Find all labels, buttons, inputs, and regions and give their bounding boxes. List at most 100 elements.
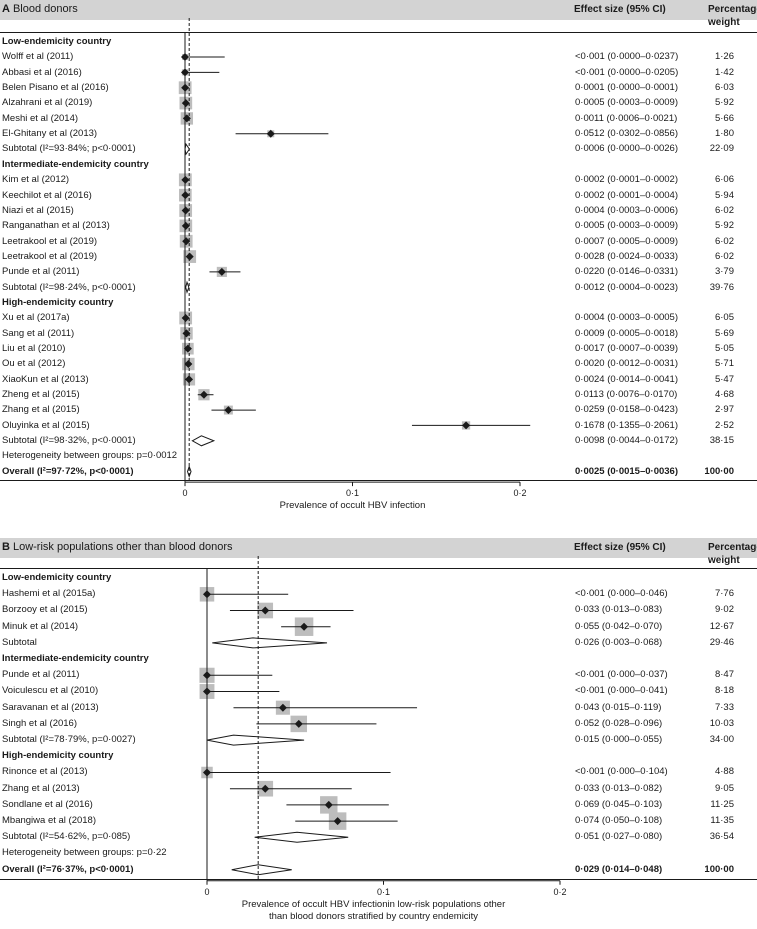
group-heading: Intermediate-endemicity country <box>0 651 757 666</box>
x-tick-label: 0·2 <box>553 887 566 897</box>
row-label: Borzooy et al (2015) <box>2 604 88 616</box>
subtotal-diamond <box>254 831 349 843</box>
effect-size-value: 0·052 (0·028–0·096) <box>575 717 663 729</box>
study-mark-minuk-et-al-2014 <box>281 617 331 636</box>
panel-letter: A <box>2 3 10 15</box>
panel-title: A Blood donors <box>2 3 78 15</box>
panel-letter: B <box>2 541 10 553</box>
study-row: Niazi et al (2015) 0·0004 (0·0003–0·0006)… <box>0 203 757 218</box>
point-estimate <box>185 252 194 261</box>
effect-size-value: 0·0004 (0·0003–0·0005) <box>575 312 678 324</box>
study-row: Rinonce et al (2013) <0·001 (0·000–0·104)… <box>0 764 757 779</box>
effect-size-value: 0·0011 (0·0006–0·0021) <box>575 112 678 124</box>
point-estimate <box>294 719 303 728</box>
row-label: Intermediate-endemicity country <box>2 653 149 664</box>
row-label: Ranganathan et al (2013) <box>2 220 110 232</box>
study-mark-sang-et-al-2011 <box>180 327 193 340</box>
weight-value: 6·06 <box>714 174 734 186</box>
forest-plot: 0 0·1 0·2 Prevalence of occult HBV infectio… <box>199 556 567 922</box>
point-estimate <box>181 221 190 230</box>
group-heading: Intermediate-endemicity country <box>0 157 757 172</box>
subtotal-diamond <box>185 280 190 294</box>
subtotal-row: Subtotal (I²=98·32%, p<0·0001) 0·0098 (0·… <box>0 433 757 448</box>
weight-value: 5·92 <box>714 220 734 232</box>
row-label: Zhang et al (2015) <box>2 404 80 416</box>
effect-size-header: Effect size (95% CI) <box>574 542 666 553</box>
weight-header-line1: Percentage <box>708 542 757 553</box>
row-label: Subtotal (I²=98·24%, p<0·0001) <box>2 281 136 293</box>
weight-value: 7·76 <box>714 588 734 600</box>
header-rule <box>0 568 757 569</box>
x-tick-label: 0 <box>204 887 209 897</box>
point-estimate <box>181 99 190 108</box>
row-label: High-endemicity country <box>2 296 114 308</box>
subtotal-row: Subtotal (I²=78·79%, p=0·0027) 0·015 (0·0… <box>0 732 757 747</box>
study-mark-xu-et-al-2017a <box>179 311 193 325</box>
row-label: Leetrakool et al (2019) <box>2 235 98 247</box>
study-row: Keechilot et al (2016) 0·0002 (0·0001–0·0… <box>0 188 757 203</box>
study-mark-rinonce-et-al-2013 <box>201 766 391 779</box>
weight-value: 8·18 <box>714 685 734 697</box>
study-row: Voiculescu et al (2010) <0·001 (0·000–0·0… <box>0 683 757 698</box>
study-mark-abbasi-et-al-2016 <box>181 68 220 77</box>
study-mark-ranganathan-et-al-2013 <box>179 219 193 233</box>
study-row: Mbangiwa et al (2018) 0·074 (0·050–0·108)… <box>0 813 757 828</box>
study-mark-alzahrani-et-al-2019 <box>179 96 193 110</box>
panel-title-text: Blood donors <box>12 3 78 15</box>
weight-value: 6·02 <box>714 204 734 216</box>
study-mark-sondlane-et-al-2016 <box>286 796 389 814</box>
row-label: Belen Pisano et al (2016) <box>2 82 109 94</box>
row-label: Overall (I²=76·37%, p<0·0001) <box>2 863 134 875</box>
point-estimate <box>261 784 270 793</box>
study-row: Borzooy et al (2015) 0·033 (0·013–0·083) 9… <box>0 602 757 617</box>
point-estimate <box>224 406 233 415</box>
effect-size-value: 0·0220 (0·0146–0·0331) <box>575 266 678 278</box>
study-row: Ou et al (2012) 0·0020 (0·0012–0·0031) 5·7… <box>0 356 757 371</box>
overall-diamond <box>231 864 292 876</box>
header-rule <box>0 32 757 33</box>
weight-value: 5·05 <box>714 343 734 354</box>
effect-size-value: 0·0005 (0·0003–0·0009) <box>575 220 678 232</box>
study-mark-punde-et-al-2011 <box>209 266 241 277</box>
row-label: Oluyinka et al (2015) <box>2 419 90 431</box>
row-label: Punde et al (2011) <box>2 266 80 278</box>
point-estimate <box>181 313 190 322</box>
group-heading: Low-endemicity country <box>0 34 757 49</box>
x-axis-label: Prevalence of occult HBV infection <box>280 500 426 511</box>
x-tick-label: 0·1 <box>377 887 390 897</box>
point-estimate <box>333 817 342 826</box>
point-estimate <box>278 703 287 712</box>
study-mark-singh-et-al-2016 <box>256 715 377 733</box>
study-mark-ou-et-al-2012 <box>182 357 195 371</box>
effect-size-value: 0·033 (0·013–0·082) <box>575 782 663 794</box>
effect-size-value: 0·0028 (0·0024–0·0033) <box>575 250 678 262</box>
panel-header-bar <box>0 538 757 558</box>
effect-size-value: 0·015 (0·000–0·055) <box>575 734 663 745</box>
weight-value: 6·02 <box>714 250 734 262</box>
note-row: Heterogeneity between groups: p=0·22 <box>0 845 757 860</box>
study-mark-leetrakool-et-al-2019 <box>179 234 193 248</box>
point-estimate <box>266 129 275 138</box>
row-label: Subtotal <box>2 636 37 648</box>
study-mark-zhang-et-al-2013 <box>229 780 352 797</box>
effect-size-value: 0·033 (0·013–0·083) <box>575 604 663 616</box>
study-mark-oluyinka-et-al-2015 <box>411 421 531 430</box>
effect-size-value: 0·055 (0·042–0·070) <box>575 620 663 632</box>
effect-size-value: 0·0017 (0·0007–0·0039) <box>575 343 678 354</box>
point-estimate <box>182 237 191 246</box>
subtotal-row: Subtotal (I²=54·62%, p=0·085) 0·051 (0·02… <box>0 829 757 844</box>
row-label: Niazi et al (2015) <box>2 204 74 216</box>
x-tick-label: 0 <box>182 488 187 498</box>
study-row: Minuk et al (2014) 0·055 (0·042–0·070) 12·… <box>0 619 757 634</box>
study-row: Abbasi et al (2016) <0·001 (0·0000–0·0205… <box>0 65 757 80</box>
point-estimate <box>261 606 270 615</box>
effect-size-value: 0·043 (0·015–0·119) <box>575 701 662 713</box>
weight-value: 2·52 <box>714 419 734 431</box>
row-label: Singh et al (2016) <box>2 717 77 729</box>
row-label: Saravanan et al (2013) <box>2 701 99 713</box>
panel-a-blood-donors: A Blood donors Effect size (95% CI) Perce… <box>0 0 757 511</box>
effect-size-value: <0·001 (0·000–0·037) <box>575 669 668 681</box>
effect-size-value: <0·001 (0·000–0·104) <box>575 766 668 778</box>
point-estimate <box>462 421 471 430</box>
weight-value: 11·25 <box>710 798 734 810</box>
